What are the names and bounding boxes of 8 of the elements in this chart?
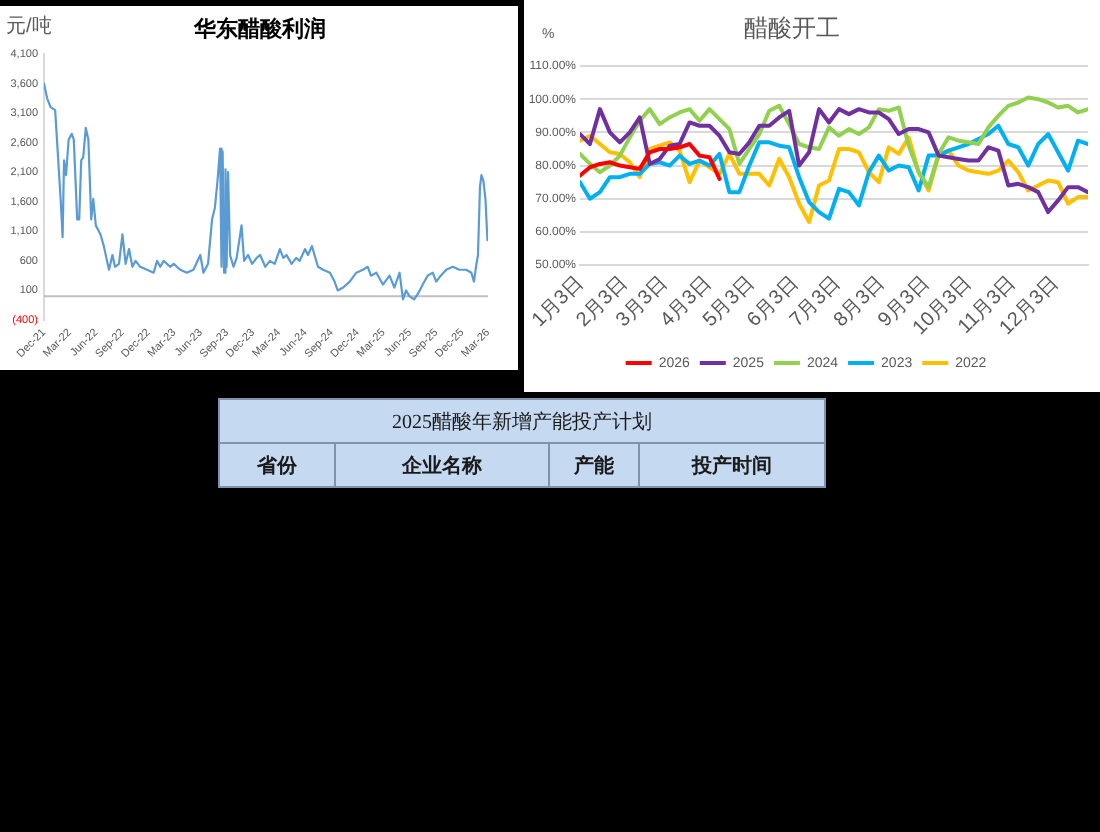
text: 2025醋酸年新增产能投产计划 xyxy=(392,409,652,435)
category-label: 省份 xyxy=(256,453,297,479)
chart-title: 醋酸开工 xyxy=(744,14,840,43)
category-label: 产能 xyxy=(573,453,614,479)
y-axis-title: 元/吨 xyxy=(6,16,52,40)
category-label: 企业名称 xyxy=(401,453,482,479)
chart-title: 华东醋酸利润 xyxy=(194,18,326,45)
category-label: 投产时间 xyxy=(691,453,772,479)
